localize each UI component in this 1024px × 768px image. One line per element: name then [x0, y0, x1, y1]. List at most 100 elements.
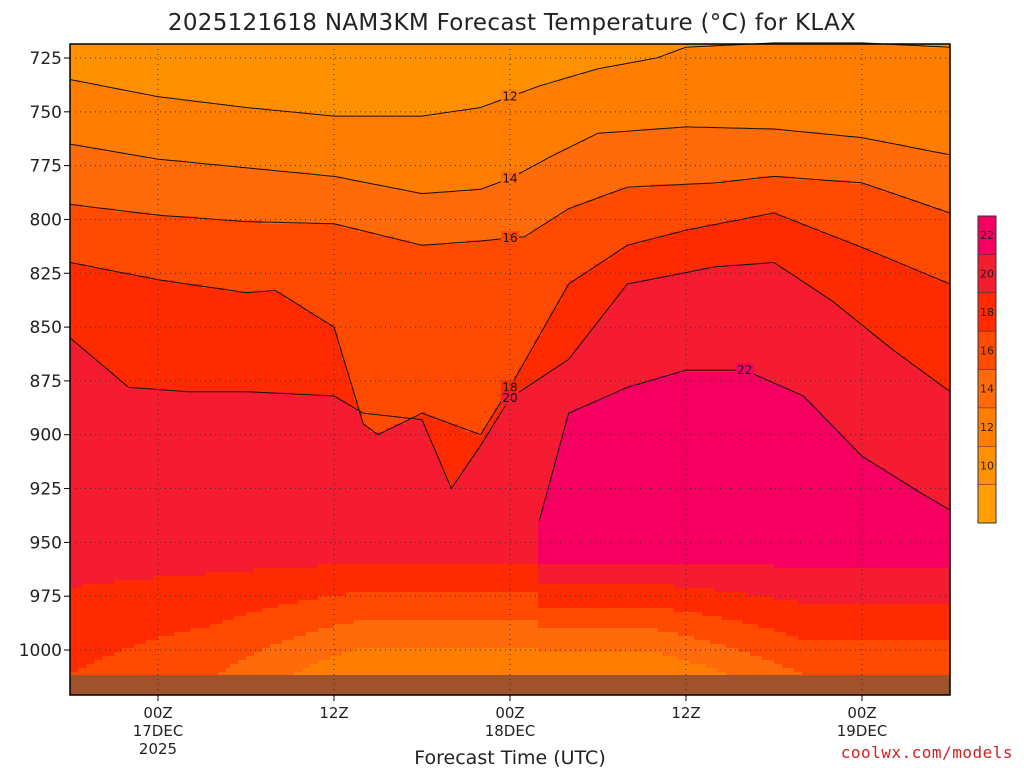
- temperature-cell: [86, 160, 91, 165]
- temperature-cell: [70, 312, 75, 317]
- temperature-cell: [142, 392, 147, 397]
- temperature-cell: [86, 48, 91, 53]
- temperature-cell: [78, 196, 83, 201]
- temperature-cell: [98, 112, 103, 117]
- temperature-cell: [138, 664, 143, 669]
- temperature-cell: [106, 384, 111, 389]
- temperature-cell: [142, 468, 147, 473]
- temperature-cell: [158, 444, 163, 449]
- temperature-cell: [114, 576, 119, 581]
- temperature-cell: [178, 284, 183, 289]
- temperature-cell: [174, 460, 179, 465]
- temperature-cell: [134, 348, 139, 353]
- temperature-cell: [190, 368, 195, 373]
- temperature-cell: [82, 652, 87, 657]
- temperature-cell: [150, 268, 155, 273]
- temperature-cell: [126, 236, 131, 241]
- temperature-cell: [82, 440, 87, 445]
- temperature-cell: [162, 356, 167, 361]
- temperature-cell: [78, 80, 83, 85]
- temperature-cell: [70, 668, 75, 673]
- temperature-cell: [122, 564, 127, 569]
- temperature-cell: [174, 432, 179, 437]
- temperature-cell: [150, 600, 155, 605]
- temperature-cell: [106, 448, 111, 453]
- temperature-cell: [98, 316, 103, 321]
- temperature-cell: [134, 604, 139, 609]
- temperature-cell: [158, 228, 163, 233]
- temperature-cell: [122, 264, 127, 269]
- temperature-cell: [174, 192, 179, 197]
- temperature-cell: [110, 652, 115, 657]
- temperature-cell: [150, 360, 155, 365]
- temperature-cell: [78, 276, 83, 281]
- temperature-cell: [178, 460, 183, 465]
- temperature-cell: [74, 532, 79, 537]
- temperature-cell: [86, 620, 91, 625]
- temperature-cell: [194, 224, 199, 229]
- temperature-cell: [82, 624, 87, 629]
- temperature-cell: [70, 208, 75, 213]
- temperature-cell: [98, 548, 103, 553]
- temperature-cell: [74, 608, 79, 613]
- temperature-cell: [70, 600, 75, 605]
- temperature-cell: [110, 632, 115, 637]
- temperature-cell: [190, 100, 195, 105]
- temperature-cell: [194, 92, 199, 97]
- temperature-cell: [114, 632, 119, 637]
- temperature-cell: [106, 212, 111, 217]
- temperature-cell: [146, 248, 151, 253]
- temperature-cell: [90, 644, 95, 649]
- temperature-cell: [158, 140, 163, 145]
- temperature-cell: [114, 240, 119, 245]
- temperature-cell: [118, 564, 123, 569]
- temperature-cell: [166, 488, 171, 493]
- temperature-cell: [126, 592, 131, 597]
- temperature-cell: [182, 636, 187, 641]
- temperature-cell: [186, 532, 191, 537]
- temperature-cell: [102, 188, 107, 193]
- temperature-cell: [118, 620, 123, 625]
- temperature-cell: [138, 72, 143, 77]
- temperature-cell: [70, 656, 75, 661]
- temperature-cell: [146, 348, 151, 353]
- temperature-cell: [166, 332, 171, 337]
- temperature-cell: [126, 276, 131, 281]
- temperature-cell: [182, 548, 187, 553]
- temperature-cell: [118, 416, 123, 421]
- temperature-cell: [150, 576, 155, 581]
- temperature-cell: [178, 300, 183, 305]
- temperature-cell: [134, 464, 139, 469]
- temperature-cell: [186, 636, 191, 641]
- temperature-cell: [74, 276, 79, 281]
- temperature-cell: [122, 332, 127, 337]
- temperature-cell: [118, 68, 123, 73]
- temperature-cell: [94, 640, 99, 645]
- temperature-cell: [70, 48, 75, 53]
- temperature-cell: [82, 480, 87, 485]
- temperature-cell: [150, 108, 155, 113]
- temperature-cell: [82, 296, 87, 301]
- temperature-cell: [154, 448, 159, 453]
- temperature-cell: [178, 496, 183, 501]
- temperature-cell: [126, 228, 131, 233]
- temperature-cell: [190, 352, 195, 357]
- temperature-cell: [154, 148, 159, 153]
- temperature-cell: [134, 228, 139, 233]
- temperature-cell: [146, 644, 151, 649]
- temperature-cell: [134, 368, 139, 373]
- temperature-cell: [182, 352, 187, 357]
- temperature-cell: [78, 504, 83, 509]
- temperature-cell: [78, 332, 83, 337]
- temperature-cell: [70, 116, 75, 121]
- temperature-cell: [90, 488, 95, 493]
- temperature-cell: [146, 380, 151, 385]
- temperature-cell: [118, 244, 123, 249]
- temperature-cell: [126, 648, 131, 653]
- temperature-cell: [134, 624, 139, 629]
- temperature-cell: [82, 268, 87, 273]
- temperature-cell: [114, 580, 119, 585]
- temperature-cell: [118, 444, 123, 449]
- temperature-cell: [146, 468, 151, 473]
- temperature-cell: [106, 332, 111, 337]
